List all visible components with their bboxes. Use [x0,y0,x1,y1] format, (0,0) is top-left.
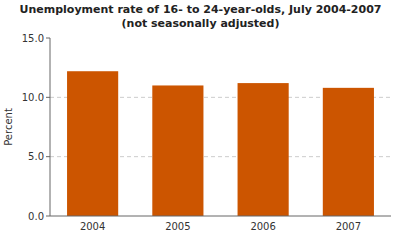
y-axis-label: Percent [3,108,14,146]
x-tick-label: 2007 [336,221,361,232]
y-tick-label: 0.0 [28,211,44,222]
y-tick-label: 5.0 [28,151,44,162]
bar [323,88,374,216]
y-tick-label: 15.0 [22,33,44,44]
x-tick-label: 2005 [165,221,190,232]
y-tick [46,97,50,98]
y-tick [46,216,50,217]
subtitle: (not seasonally adjusted) [122,17,280,30]
y-tick [46,156,50,157]
chart-svg: Unemployment rate of 16- to 24-year-olds… [0,0,401,238]
x-tick-label: 2006 [250,221,275,232]
x-axis-line [50,216,391,217]
y-axis-line [50,38,51,216]
title: Unemployment rate of 16- to 24-year-olds… [20,3,382,16]
bar [238,83,289,216]
bars [67,71,374,216]
chart-container: Unemployment rate of 16- to 24-year-olds… [0,0,401,238]
x-tick-label: 2004 [80,221,105,232]
bar [152,85,203,216]
y-tick-label: 10.0 [22,92,44,103]
y-tick [46,38,50,39]
bar [67,71,118,216]
